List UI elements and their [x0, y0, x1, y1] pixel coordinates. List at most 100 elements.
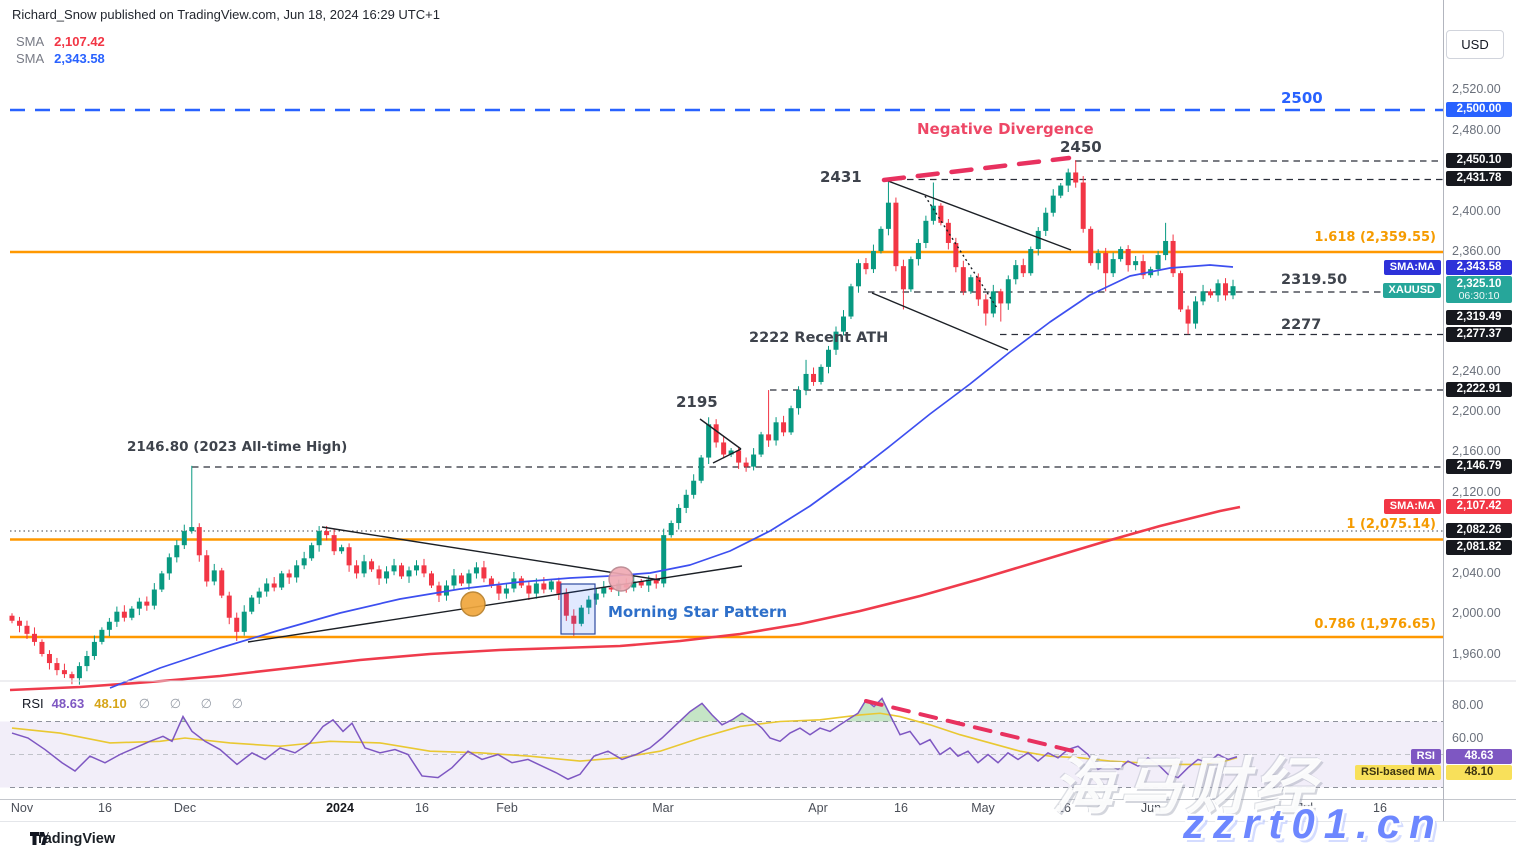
candle — [421, 558, 427, 578]
candle — [91, 635, 97, 660]
rsi-divergence-line[interactable] — [864, 699, 1079, 754]
candle — [31, 627, 37, 646]
candle — [878, 226, 884, 254]
candle — [481, 560, 487, 583]
price-tick: 1,960.00 — [1452, 647, 1501, 661]
candle — [1058, 183, 1064, 199]
trendline-6[interactable] — [924, 195, 998, 309]
price-divergence-line[interactable] — [881, 155, 1072, 183]
price-tick: 2,240.00 — [1452, 364, 1501, 378]
series-label-rsi: RSI — [1410, 748, 1441, 764]
rsi-ma-line — [11, 712, 1238, 766]
series-label-sma-ma: SMA:MA — [1383, 498, 1441, 514]
price-tick: 2,000.00 — [1452, 606, 1501, 620]
currency-toggle-button[interactable]: USD — [1446, 30, 1504, 59]
candle — [294, 560, 300, 583]
candle — [1215, 279, 1221, 302]
tradingview-brand-text[interactable]: TradingView — [30, 831, 116, 847]
candle — [840, 310, 846, 336]
candle — [219, 567, 225, 599]
candle — [249, 595, 255, 615]
price-badge-214679: 2,146.79 — [1446, 458, 1512, 474]
legend-sma-50[interactable]: SMA 2,343.58 — [16, 51, 105, 66]
candle — [1065, 168, 1071, 193]
label-2277: 2277 — [1281, 317, 1322, 333]
morning-star-label: Morning Star Pattern — [608, 603, 788, 621]
trendline-5[interactable] — [871, 292, 1009, 351]
candle — [1125, 245, 1131, 272]
candle — [458, 572, 464, 586]
candle — [653, 574, 659, 589]
candle — [578, 605, 584, 627]
series-label-rsi-based-ma: RSI-based MA — [1355, 764, 1441, 780]
candle — [571, 609, 577, 636]
candle — [466, 569, 472, 590]
candle — [683, 489, 689, 514]
candle — [1163, 222, 1169, 261]
time-label-feb: Feb — [496, 801, 518, 815]
rsi-value: 48.63 — [51, 696, 85, 711]
fib-0786-label: 0.786 (1,976.65) — [1314, 617, 1436, 632]
candle — [384, 566, 390, 584]
rsi-badge-4863: 48.63 — [1446, 748, 1512, 764]
candle — [1223, 278, 1229, 301]
series-label-sma-ma: SMA:MA — [1383, 259, 1441, 275]
trendline-0[interactable] — [247, 565, 743, 643]
morning-star-box[interactable] — [560, 583, 596, 635]
candle — [788, 405, 794, 435]
countdown-timer: 06:30:10 — [1458, 289, 1500, 302]
rsi-tick: 60.00 — [1452, 731, 1484, 745]
price-badge-250000: 2,500.00 — [1446, 101, 1512, 117]
time-label-2024: 2024 — [326, 801, 354, 815]
candle — [69, 671, 75, 685]
candle — [309, 542, 315, 561]
candle — [930, 182, 936, 225]
time-label-jul: Jul — [1297, 801, 1313, 815]
level-2500-label: 2500 — [1281, 89, 1323, 107]
candle — [923, 215, 929, 249]
candle — [848, 283, 854, 320]
rsi-legend[interactable]: RSI 48.63 48.10 ∅ ∅ ∅ ∅ — [22, 696, 251, 712]
label-2319-50: 2319.50 — [1281, 272, 1348, 288]
candle — [781, 415, 787, 437]
trendline-4[interactable] — [887, 180, 1072, 251]
candle — [136, 597, 142, 616]
price-badge-234358: 2,343.58 — [1446, 259, 1512, 275]
candle — [601, 581, 607, 598]
label-2222-ath: 2222 Recent ATH — [749, 330, 889, 346]
candle — [414, 560, 420, 576]
candle — [983, 294, 989, 326]
candle — [121, 605, 127, 622]
label-2195: 2195 — [676, 393, 718, 411]
candle — [376, 565, 382, 585]
trendline-1[interactable] — [321, 526, 661, 581]
legend-sma-200[interactable]: SMA 2,107.42 — [16, 34, 105, 49]
candle — [938, 203, 944, 226]
tradingview-logo-icon[interactable] — [30, 831, 49, 846]
trendline-3[interactable] — [712, 448, 742, 464]
price-badge-231949: 2,319.49 — [1446, 309, 1512, 325]
candle — [279, 570, 285, 591]
price-badge-210742: 2,107.42 — [1446, 498, 1512, 514]
time-label-apr: Apr — [808, 801, 828, 815]
candle — [811, 367, 817, 386]
price-tick: 2,360.00 — [1452, 244, 1501, 258]
candle — [1073, 160, 1079, 188]
breakout-circle[interactable] — [608, 566, 634, 592]
candle — [900, 259, 906, 310]
golden-cross-circle[interactable] — [460, 591, 486, 617]
time-label-may: May — [971, 801, 995, 815]
price-badge-208226: 2,082.26 — [1446, 522, 1512, 538]
candle — [361, 554, 367, 578]
price-badge-222291: 2,222.91 — [1446, 381, 1512, 397]
candle — [885, 178, 891, 236]
candle — [1118, 246, 1124, 262]
label-2450: 2450 — [1060, 138, 1102, 156]
candle — [166, 553, 172, 580]
candle — [1080, 176, 1086, 233]
candle — [196, 523, 202, 562]
trendline-2[interactable] — [699, 418, 742, 450]
candle — [339, 544, 345, 554]
candle — [39, 639, 45, 657]
